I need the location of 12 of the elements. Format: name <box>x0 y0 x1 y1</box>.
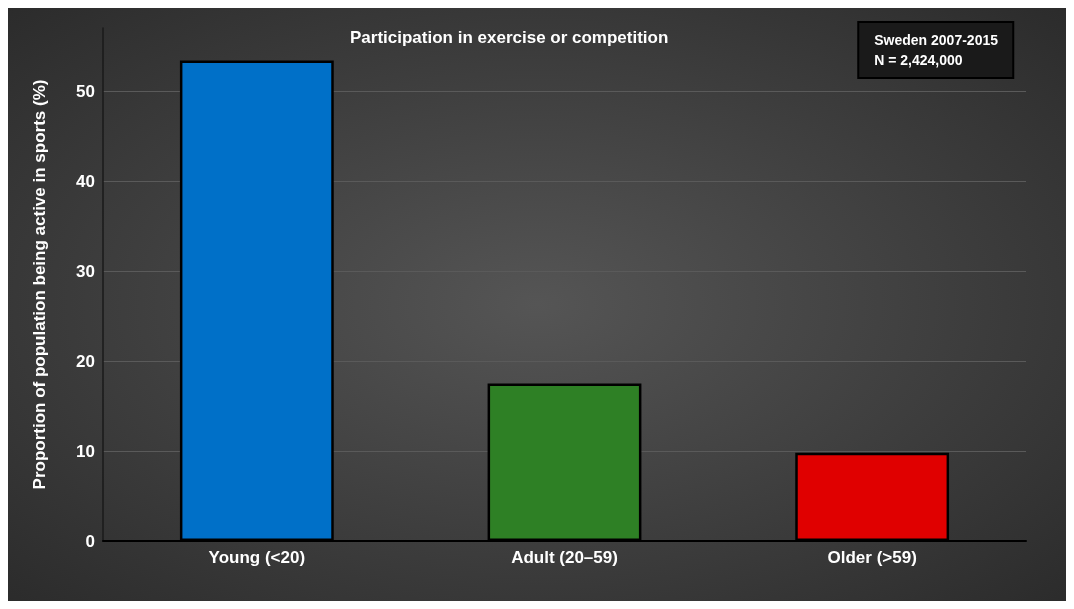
y-tick-label: 40 <box>76 171 95 191</box>
chart-title: Participation in exercise or competition <box>350 28 669 47</box>
y-tick-label: 0 <box>85 531 95 551</box>
x-tick-label: Older (>59) <box>827 548 917 567</box>
y-tick-label: 50 <box>76 81 95 101</box>
y-axis-title: Proportion of population being active in sports (%) <box>30 79 49 490</box>
y-tick-label: 30 <box>76 261 95 281</box>
x-tick-label: Adult (20–59) <box>511 548 618 567</box>
y-tick-label: 10 <box>76 441 95 461</box>
x-tick-label: Young (<20) <box>208 548 306 567</box>
y-tick-label: 20 <box>76 351 95 371</box>
annotation: Sweden 2007-2015 N = 2,424,000 <box>874 32 999 68</box>
